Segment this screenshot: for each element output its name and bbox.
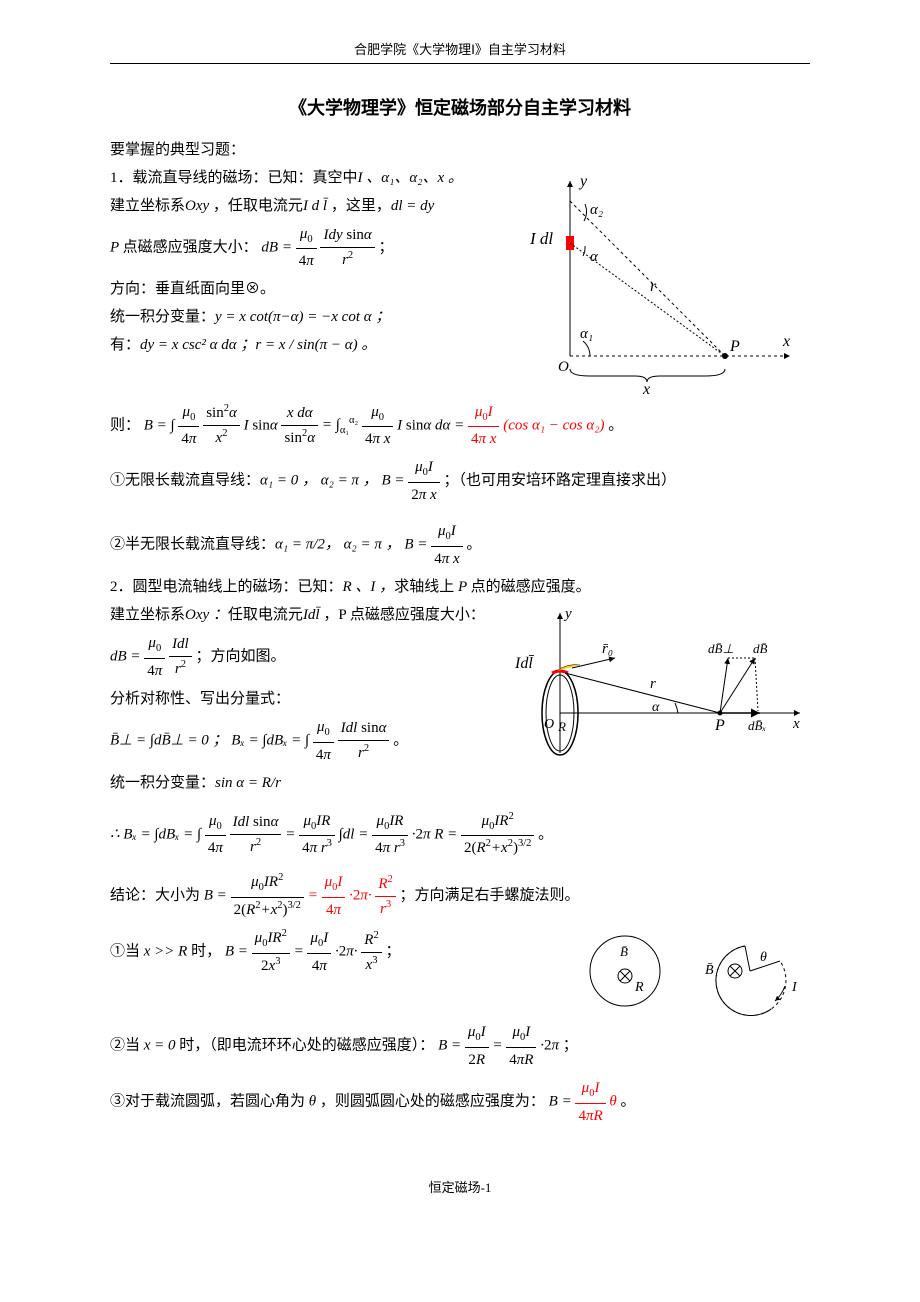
- fig1-x-axis-label: x: [782, 333, 790, 350]
- fig3-b1-label: B̄: [620, 944, 628, 959]
- fig2-idl-label: Idl̄: [514, 655, 534, 672]
- document-title: 《大学物理学》恒定磁场部分自主学习材料: [110, 94, 810, 123]
- fig1-alpha2-label: α₂: [590, 202, 603, 218]
- fig3-theta-label: θ: [760, 950, 767, 965]
- fig2-alpha-label: α: [652, 700, 660, 715]
- fig2-rline-label: r: [650, 676, 656, 692]
- page-header: 合肥学院《大学物理Ⅰ》自主学习材料: [110, 40, 810, 64]
- figure-3-arc: B̄ R θ B̄ I: [580, 926, 810, 1016]
- fig3-i-label: I: [791, 980, 798, 995]
- fig1-origin-label: O: [558, 359, 569, 375]
- fig1-idl-label: I dl: [530, 229, 553, 248]
- content-body: 要掌握的典型习题： x y O I dl P r α α₂ α₁ x 1．载流直…: [110, 138, 810, 1128]
- fig3-r1-label: R: [634, 980, 644, 995]
- fig1-x-brace-label: x: [642, 381, 650, 396]
- fig1-alpha-label: α: [590, 249, 599, 265]
- intro-line: 要掌握的典型习题：: [110, 138, 810, 162]
- fig1-alpha1-label: α₁: [580, 326, 593, 342]
- sec1-line9: ②半无限长载流直导线：α₁ = π/2， α₂ = π ， B = μ0I4π …: [110, 519, 810, 571]
- page-footer: 恒定磁场-1: [110, 1178, 810, 1199]
- fig2-o-label: O: [544, 717, 554, 732]
- fig1-y-axis-label: y: [578, 173, 588, 190]
- fig3-b2-label: B̄: [705, 963, 714, 978]
- fig2-x-label: x: [792, 716, 800, 732]
- sec2-line1: 2．圆型电流轴线上的磁场：已知：R 、I ，求轴线上 P 点的磁感应强度。: [110, 575, 810, 599]
- sec2-line8: 结论：大小为 B = μ0IR22(R2+x2)3/2 = μ0I4π ·2π·…: [110, 870, 810, 922]
- sec1-line7: 则： B = ∫ μ04π sin2αx2 I sinα x dαsin2α =…: [110, 400, 810, 452]
- fig2-r-label: R: [557, 719, 566, 734]
- fig2-y-label: y: [563, 606, 572, 622]
- fig2-dbx-label: dB̄ₓ: [748, 718, 766, 733]
- fig1-p-label: P: [729, 338, 740, 355]
- sec1-line8: ①无限长载流直导线：α₁ = 0 ， α₂ = π ， B = μ0I2π x …: [110, 455, 810, 507]
- sec2-line11: ③对于载流圆弧，若圆心角为 θ ，则圆弧圆心处的磁感应强度为： B = μ0I4…: [110, 1076, 810, 1128]
- fig2-dbp-label: dB̄⊥: [708, 641, 734, 656]
- sec2-line6: 统一积分变量：sin α = R/r: [110, 771, 810, 795]
- fig2-r0-label: r̄₀: [602, 641, 613, 657]
- fig2-p-label: P: [714, 717, 725, 734]
- figure-2-circular-loop: y x O R Idl̄ r̄₀ r α P dB̄ dB̄⊥ dB̄ₓ: [510, 603, 810, 763]
- figure-1-straight-wire: x y O I dl P r α α₂ α₁ x: [530, 166, 810, 396]
- sec2-line10: ②当 x = 0 时，（即电流环环心处的磁感应强度）： B = μ0I2R = …: [110, 1020, 810, 1072]
- sec2-line7: ∴ Bₓ = ∫dBₓ = ∫ μ04π Idl sinαr2 = μ0IR4π…: [110, 809, 810, 861]
- fig2-db-label: dB̄: [753, 641, 768, 656]
